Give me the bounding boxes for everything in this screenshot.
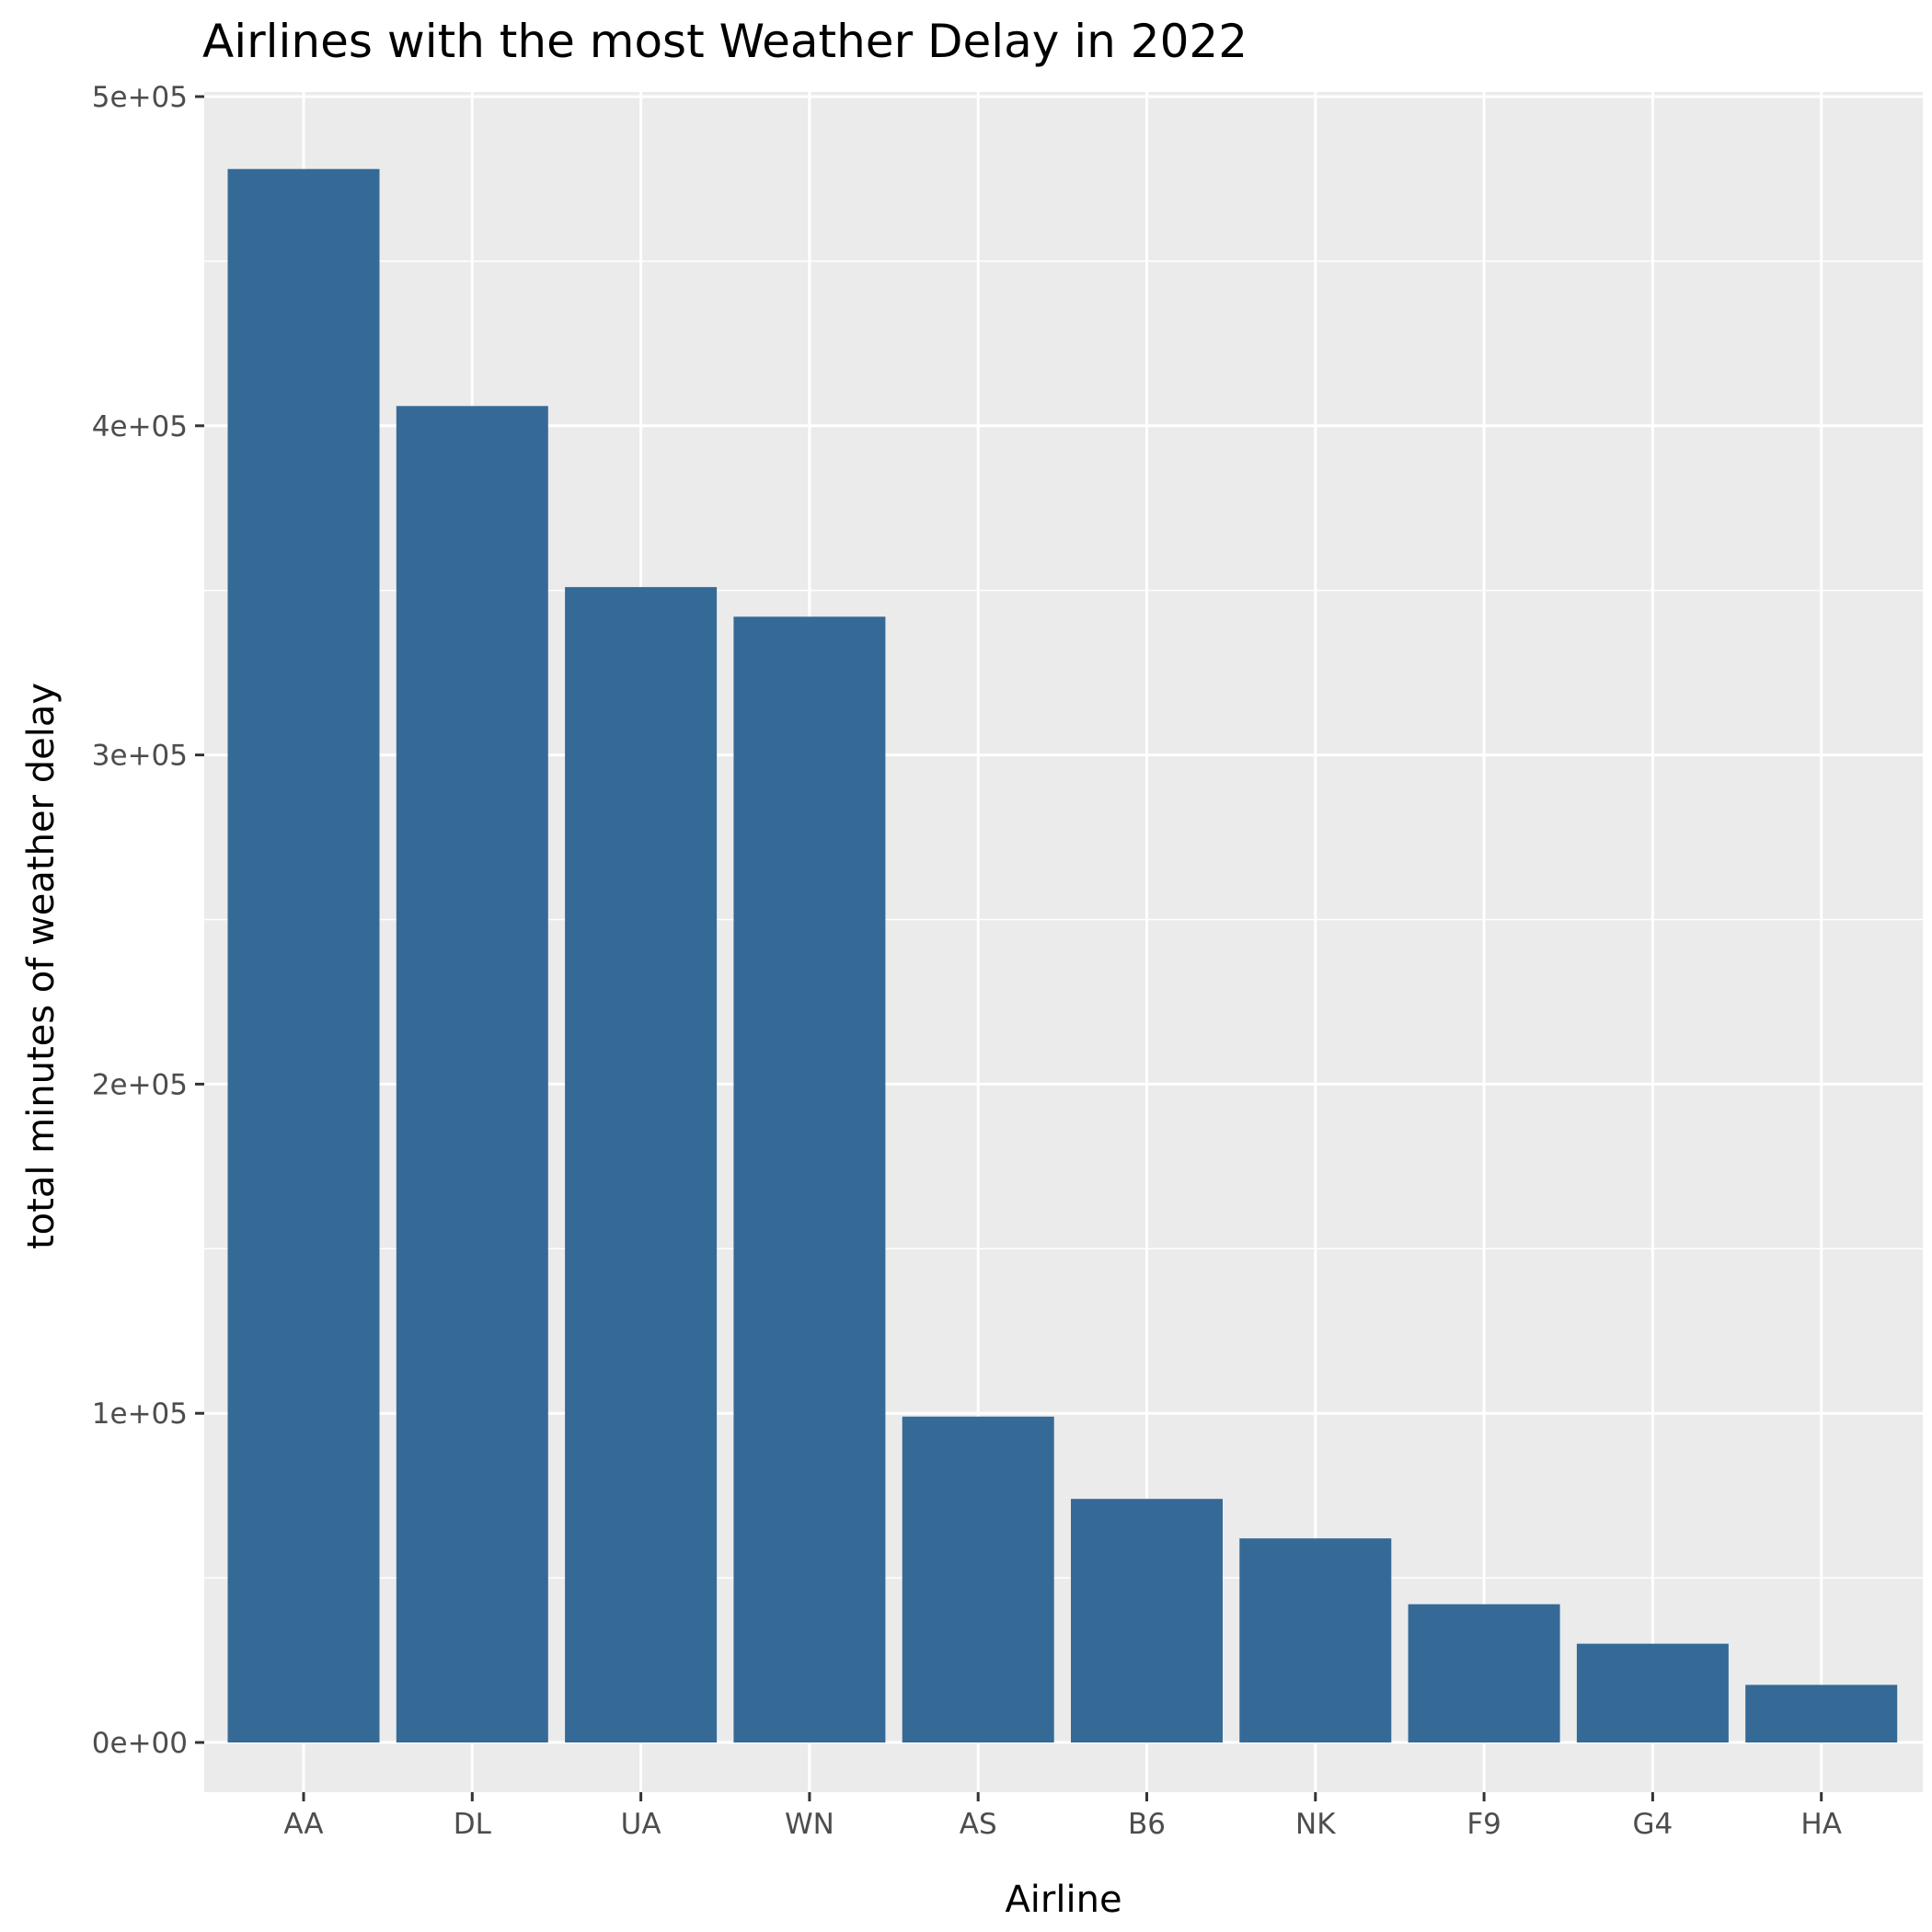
y-tick-label: 0e+00 [92,1727,188,1760]
bar-b6 [1071,1499,1223,1742]
x-tick-label: HA [1800,1808,1842,1841]
bar-nk [1239,1538,1392,1742]
bar-g4 [1576,1643,1729,1742]
y-axis-title: total minutes of weather delay [20,683,63,1249]
y-tick-label: 2e+05 [92,1068,188,1101]
bar-wn [733,616,886,1742]
x-tick-label: B6 [1128,1808,1166,1841]
x-tick-label: UA [621,1808,661,1841]
bar-dl [396,406,548,1742]
x-tick-label: F9 [1466,1808,1501,1841]
x-tick-label: NK [1295,1808,1336,1841]
y-tick-label: 1e+05 [92,1397,188,1431]
bar-aa [227,168,380,1742]
bars [227,168,1898,1742]
x-tick-label: AA [283,1808,323,1841]
x-tick-label: WN [785,1808,834,1841]
chart-title: Airlines with the most Weather Delay in … [202,15,1248,68]
y-tick-label: 5e+05 [92,81,188,114]
bar-as [902,1416,1054,1742]
bar-ha [1745,1685,1898,1742]
y-tick-label: 3e+05 [92,740,188,773]
bar-ua [565,587,718,1742]
y-axis: 0e+00 1e+05 2e+05 3e+05 4e+05 5e+05 [92,81,204,1760]
x-tick-label: DL [454,1808,492,1841]
x-axis-title: Airline [1005,1879,1121,1921]
x-tick-label: G4 [1633,1808,1673,1841]
bar-f9 [1408,1604,1560,1742]
x-tick-label: AS [960,1808,997,1841]
x-axis: AA DL UA WN AS B6 NK F9 G4 HA [283,1792,1842,1841]
y-tick-label: 4e+05 [92,410,188,443]
